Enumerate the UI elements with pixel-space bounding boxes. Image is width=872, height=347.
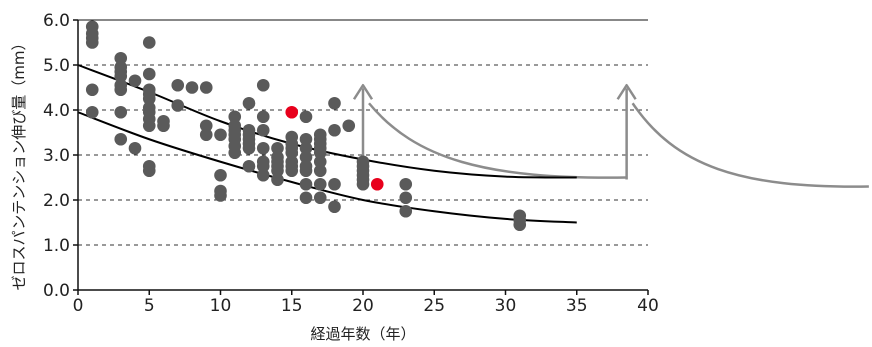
x-tick-label: 5 (144, 296, 155, 316)
data-point (399, 204, 413, 218)
data-point (242, 159, 256, 173)
data-point (171, 99, 185, 112)
x-tick-label: 20 (352, 296, 374, 316)
data-point (256, 141, 270, 155)
x-tick-labels: 0 5 10 15 20 25 30 35 40 (73, 296, 659, 316)
data-point (114, 83, 128, 97)
x-tick-label: 30 (495, 296, 517, 316)
data-point (199, 81, 213, 94)
data-point (313, 191, 327, 205)
data-point (399, 191, 413, 205)
data-point (199, 119, 213, 133)
x-tick-label: 0 (73, 296, 84, 316)
data-point (114, 69, 128, 83)
y-axis-label: ゼロスパンテンション伸び量（mm） (10, 36, 28, 291)
annotation-arrows (352, 84, 869, 188)
data-point (85, 105, 99, 119)
data-point (328, 123, 341, 137)
arrow-head-icon (352, 84, 374, 100)
data-point (214, 168, 227, 182)
data-point (356, 177, 370, 191)
data-point (157, 119, 170, 133)
data-point (299, 132, 313, 146)
data-point (142, 36, 156, 49)
x-tick-label: 15 (281, 296, 303, 316)
data-point (256, 168, 270, 182)
data-point (299, 150, 313, 164)
data-point (299, 191, 313, 205)
data-point (256, 123, 270, 137)
data-point (271, 164, 284, 178)
y-tick-labels: 0.0 1.0 2.0 3.0 4.0 5.0 6.0 (43, 11, 70, 301)
data-point (214, 189, 227, 202)
data-point (313, 146, 327, 160)
data-point (299, 110, 313, 124)
y-tick-label: 3.0 (43, 146, 70, 166)
data-point (299, 141, 313, 155)
trend-curve-upper (77, 64, 577, 179)
data-point (85, 36, 99, 49)
data-point (299, 177, 313, 191)
arrow-head-icon (616, 84, 637, 100)
x-tick-label: 10 (210, 296, 232, 316)
data-point (313, 164, 327, 178)
data-point (271, 141, 284, 155)
data-point (342, 119, 356, 133)
data-point (185, 81, 199, 94)
data-point (285, 146, 299, 160)
x-axis-label: 経過年数（年） (310, 325, 415, 343)
y-tick-label: 6.0 (43, 11, 70, 31)
trend-curves (77, 64, 577, 224)
data-point (199, 128, 213, 142)
data-point (328, 200, 341, 214)
gridlines (78, 64, 648, 246)
data-point (299, 164, 313, 178)
data-point (399, 177, 413, 191)
data-point (242, 141, 256, 155)
data-point (142, 67, 156, 81)
decay-curve (631, 102, 869, 188)
data-point (228, 110, 242, 124)
x-tick-label: 40 (637, 296, 659, 316)
data-point (171, 78, 185, 92)
y-tick-label: 2.0 (43, 191, 70, 211)
data-point (328, 96, 341, 110)
data-point (513, 218, 527, 232)
data-point (142, 92, 156, 106)
x-tick-label: 25 (423, 296, 445, 316)
data-point (313, 155, 327, 169)
y-tick-label: 1.0 (43, 236, 70, 256)
y-tick-label: 4.0 (43, 101, 70, 121)
annotation-arrow-2 (616, 84, 869, 188)
data-point (256, 110, 270, 124)
data-point (228, 146, 242, 160)
data-point (128, 74, 142, 88)
y-tick-label: 0.0 (43, 281, 70, 301)
data-point (328, 177, 341, 191)
trend-curve-lower (77, 111, 577, 224)
data-point (142, 164, 156, 178)
data-point (128, 141, 142, 155)
data-points (85, 20, 527, 232)
data-point (256, 78, 270, 92)
data-point (271, 173, 284, 187)
data-point (285, 164, 299, 178)
data-point (242, 96, 256, 110)
data-point (114, 132, 128, 146)
data-point (256, 159, 270, 173)
data-point (114, 105, 128, 119)
data-point (214, 128, 227, 142)
y-tick-label: 5.0 (43, 56, 70, 76)
axes (73, 19, 649, 295)
data-point (142, 119, 156, 133)
data-point-highlight (370, 177, 384, 191)
data-point (313, 177, 327, 191)
data-point (114, 51, 128, 65)
data-point-highlight (285, 105, 299, 119)
data-point (85, 83, 99, 97)
x-tick-label: 35 (566, 296, 588, 316)
